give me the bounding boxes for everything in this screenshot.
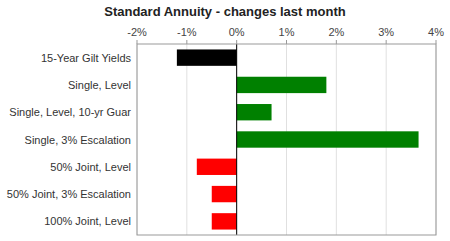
tick-mark	[436, 40, 437, 44]
tick-label: 3%	[378, 26, 394, 38]
bar	[237, 77, 327, 93]
tick-label: -2%	[127, 26, 147, 38]
tick-label: 0%	[229, 26, 245, 38]
plot-frame	[137, 44, 436, 235]
title: Standard Annuity - changes last month	[104, 4, 346, 19]
grid-line	[236, 44, 237, 235]
bar	[197, 159, 237, 175]
tick-mark	[286, 40, 287, 44]
chart: Standard Annuity - changes last month 15-…	[0, 0, 450, 241]
y-axis-labels: 15-Year Gilt Yields Single, Level Single, …	[7, 52, 132, 228]
bars	[177, 49, 419, 229]
tick-label: -1%	[177, 26, 197, 38]
category-label: Single, Level	[68, 79, 131, 91]
bar	[237, 104, 272, 120]
tick-mark	[186, 40, 187, 44]
category-label: 100% Joint, Level	[44, 215, 131, 227]
tick-mark	[336, 40, 337, 44]
bar	[237, 131, 419, 147]
category-label: Single, Level, 10-yr Guar	[9, 106, 131, 118]
grid-line	[186, 44, 187, 235]
category-label: Single, 3% Escalation	[25, 134, 131, 146]
grid	[137, 44, 436, 235]
chart-container: Standard Annuity - changes last month 15-…	[0, 0, 450, 241]
tick-label: 2%	[328, 26, 344, 38]
tick-mark	[236, 40, 237, 44]
bar	[212, 213, 237, 229]
bar	[212, 186, 237, 202]
category-label: 50% Joint, 3% Escalation	[7, 188, 131, 200]
tick-mark	[137, 40, 138, 44]
tick-mark	[386, 40, 387, 44]
baseline	[236, 44, 237, 235]
category-label: 50% Joint, Level	[50, 161, 131, 173]
category-label: 15-Year Gilt Yields	[41, 52, 132, 64]
bar	[177, 49, 237, 65]
tick-label: 4%	[428, 26, 444, 38]
tick-label: 1%	[279, 26, 295, 38]
x-axis: -2% -1% 0% 1% 2% 3% 4%	[127, 26, 444, 44]
